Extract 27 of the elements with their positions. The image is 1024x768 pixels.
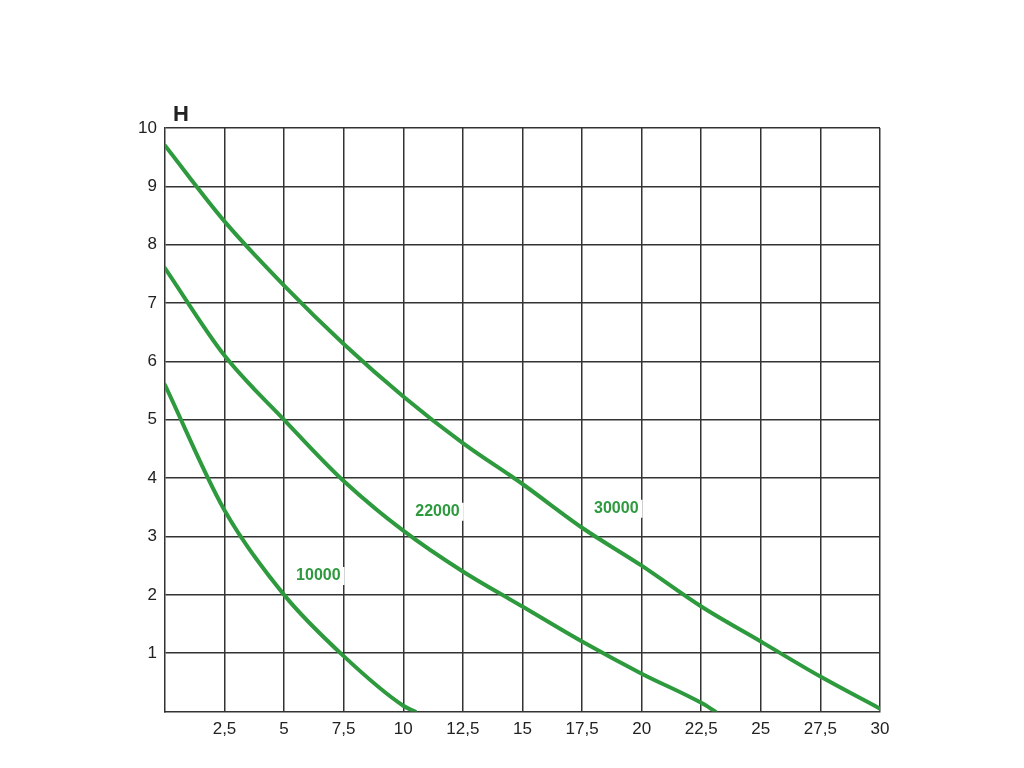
y-tick-label: 3	[147, 526, 157, 546]
x-tick-label: 22,5	[684, 719, 718, 739]
x-tick-label: 5	[279, 719, 289, 739]
x-tick-label: 17,5	[565, 719, 599, 739]
line-series	[164, 266, 718, 712]
y-axis-title: H	[172, 101, 189, 127]
y-tick-label: 5	[147, 409, 157, 429]
series-label: 30000	[594, 499, 639, 517]
x-tick-label: 27,5	[803, 719, 837, 739]
y-tick-label: 6	[147, 351, 157, 371]
x-tick-label: 25	[751, 719, 771, 739]
y-tick-label: 2	[147, 584, 157, 604]
series-label: 22000	[415, 502, 460, 520]
x-tick-label: 7,5	[331, 719, 356, 739]
x-tick-label: 20	[632, 719, 652, 739]
x-tick-label: 15	[512, 719, 532, 739]
series-label: 10000	[296, 566, 341, 584]
y-tick-label: 1	[147, 642, 157, 662]
y-tick-label: 7	[147, 292, 157, 312]
y-tick-label: 4	[147, 467, 157, 487]
x-tick-label: 30	[870, 719, 890, 739]
x-tick-label: 10	[393, 719, 413, 739]
y-tick-label: 8	[147, 234, 157, 254]
x-tick-label: 12,5	[446, 719, 480, 739]
x-tick-label: 2,5	[212, 719, 237, 739]
y-tick-label: 10	[137, 117, 157, 137]
y-tick-label: 9	[147, 176, 157, 196]
